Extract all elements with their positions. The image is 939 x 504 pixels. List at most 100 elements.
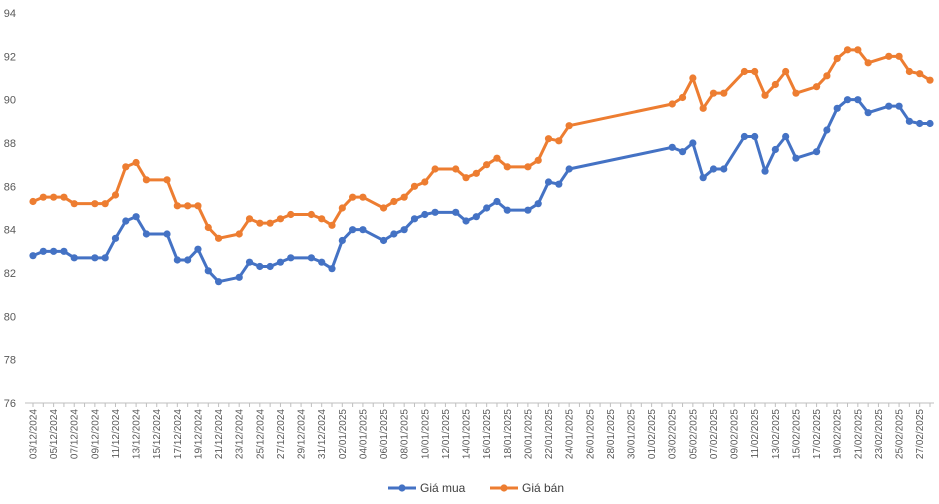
x-tick-label: 25/12/2024	[255, 409, 266, 459]
data-point	[699, 104, 707, 112]
data-point	[678, 148, 687, 156]
x-tick-label: 14/01/2025	[462, 409, 473, 459]
data-point	[771, 145, 779, 154]
data-point	[916, 119, 924, 128]
data-point	[204, 223, 212, 232]
data-point	[885, 102, 893, 110]
data-point	[709, 89, 718, 97]
x-tick-label: 10/01/2025	[420, 409, 431, 459]
x-tick-label: 20/01/2025	[523, 409, 534, 459]
data-point	[50, 193, 58, 201]
x-tick-label: 11/12/2024	[111, 409, 122, 459]
data-point	[338, 204, 346, 212]
x-tick-label: 03/12/2024	[29, 409, 40, 459]
data-point	[400, 226, 408, 234]
data-point	[50, 247, 58, 255]
x-tick-label: 04/01/2025	[358, 409, 369, 459]
data-point	[29, 252, 37, 260]
data-point	[431, 208, 439, 216]
y-tick-label: 80	[4, 311, 16, 323]
data-point	[534, 156, 542, 164]
data-point	[916, 70, 924, 78]
x-tick-label: 21/02/2025	[853, 409, 864, 459]
data-point	[70, 254, 78, 262]
x-tick-label: 15/12/2024	[152, 409, 163, 459]
x-tick-label: 15/02/2025	[791, 409, 802, 459]
legend: Giá mua Giá bán	[388, 481, 564, 495]
x-tick-label: 19/12/2024	[193, 409, 204, 459]
data-point	[421, 210, 429, 219]
data-point	[266, 262, 274, 271]
data-point	[812, 148, 821, 156]
data-point	[359, 193, 367, 201]
data-point	[503, 163, 511, 171]
data-point	[565, 165, 573, 173]
data-point	[349, 226, 357, 234]
x-tick-label: 13/02/2025	[771, 409, 782, 459]
data-point	[163, 176, 171, 184]
data-point	[483, 204, 491, 212]
x-tick-label: 23/02/2025	[874, 409, 885, 459]
x-tick-label: 27/02/2025	[915, 409, 926, 459]
data-point	[751, 67, 759, 76]
data-point	[184, 202, 192, 210]
y-tick-label: 94	[4, 8, 16, 20]
x-tick-label: 13/12/2024	[132, 409, 143, 459]
data-point	[689, 74, 697, 82]
data-point	[307, 210, 315, 219]
data-point	[555, 180, 563, 188]
data-point	[122, 217, 130, 225]
x-tick-label: 17/12/2024	[173, 409, 184, 459]
data-point	[472, 169, 480, 177]
data-point	[111, 234, 120, 242]
legend-label: Giá mua	[420, 481, 466, 495]
x-tick-label: 03/02/2025	[668, 409, 679, 459]
x-tick-label: 01/02/2025	[647, 409, 658, 459]
data-point	[204, 267, 212, 275]
data-point	[843, 96, 852, 104]
y-tick-label: 78	[4, 355, 16, 367]
legend-swatch-marker	[398, 484, 406, 492]
data-point	[524, 163, 532, 171]
y-tick-label: 82	[4, 268, 16, 280]
data-point	[184, 256, 192, 264]
data-point	[91, 200, 99, 208]
data-point	[761, 167, 769, 175]
data-point	[349, 193, 357, 201]
y-tick-label: 84	[4, 225, 16, 237]
series-layer	[29, 46, 934, 286]
data-point	[328, 265, 336, 273]
x-tick-label: 24/01/2025	[565, 409, 576, 459]
data-point	[462, 217, 470, 225]
data-point	[122, 163, 130, 171]
x-tick-label: 28/01/2025	[606, 409, 617, 459]
y-tick-label: 76	[4, 398, 16, 410]
series-line	[31, 48, 932, 240]
x-tick-label: 09/02/2025	[730, 409, 741, 459]
data-point	[885, 52, 893, 60]
data-point	[555, 137, 563, 145]
data-point	[287, 254, 295, 262]
data-point	[256, 219, 264, 227]
x-tick-label: 26/01/2025	[585, 409, 596, 459]
data-point	[792, 154, 800, 162]
data-point	[410, 182, 419, 190]
series-sell	[29, 46, 934, 242]
x-tick-label: 05/02/2025	[688, 409, 699, 459]
data-point	[421, 178, 429, 186]
x-tick-label: 30/01/2025	[627, 409, 638, 459]
data-point	[771, 80, 779, 89]
x-tick-label: 05/12/2024	[49, 409, 60, 459]
data-point	[895, 102, 903, 110]
series-buy	[29, 96, 934, 286]
data-point	[483, 161, 491, 169]
data-point	[854, 46, 862, 54]
x-tick-label: 08/01/2025	[400, 409, 411, 459]
data-point	[318, 215, 326, 223]
data-point	[245, 215, 254, 223]
x-tick-label: 29/12/2024	[297, 409, 308, 459]
data-point	[214, 234, 223, 242]
data-point	[276, 258, 285, 266]
data-point	[390, 230, 398, 238]
data-point	[359, 226, 367, 234]
